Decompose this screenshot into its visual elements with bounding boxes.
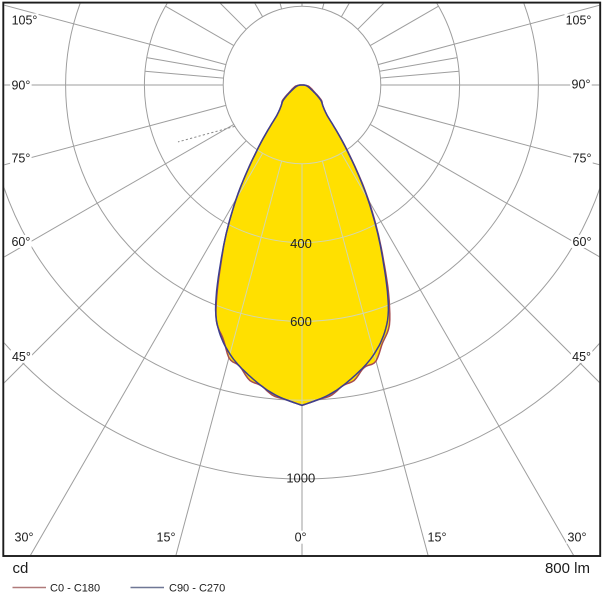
svg-text:75°: 75°	[573, 151, 592, 165]
svg-text:90°: 90°	[11, 78, 30, 92]
svg-text:30°: 30°	[568, 531, 587, 545]
svg-text:1000: 1000	[286, 471, 315, 486]
svg-text:15°: 15°	[428, 531, 447, 545]
svg-text:800 lm: 800 lm	[545, 560, 590, 577]
svg-text:90°: 90°	[572, 77, 591, 91]
svg-text:400: 400	[290, 236, 312, 251]
svg-text:75°: 75°	[11, 151, 30, 165]
svg-text:45°: 45°	[572, 350, 591, 364]
svg-text:45°: 45°	[12, 350, 31, 364]
svg-text:C0 - C180: C0 - C180	[50, 583, 100, 595]
svg-text:15°: 15°	[157, 531, 176, 545]
svg-text:105°: 105°	[566, 13, 592, 27]
svg-text:600: 600	[290, 314, 312, 329]
svg-text:0°: 0°	[295, 531, 307, 545]
svg-text:105°: 105°	[12, 13, 38, 27]
svg-text:30°: 30°	[15, 531, 34, 545]
svg-text:60°: 60°	[573, 235, 592, 249]
svg-text:60°: 60°	[11, 235, 30, 249]
svg-text:C90 - C270: C90 - C270	[169, 583, 225, 595]
svg-text:cd: cd	[13, 560, 29, 577]
